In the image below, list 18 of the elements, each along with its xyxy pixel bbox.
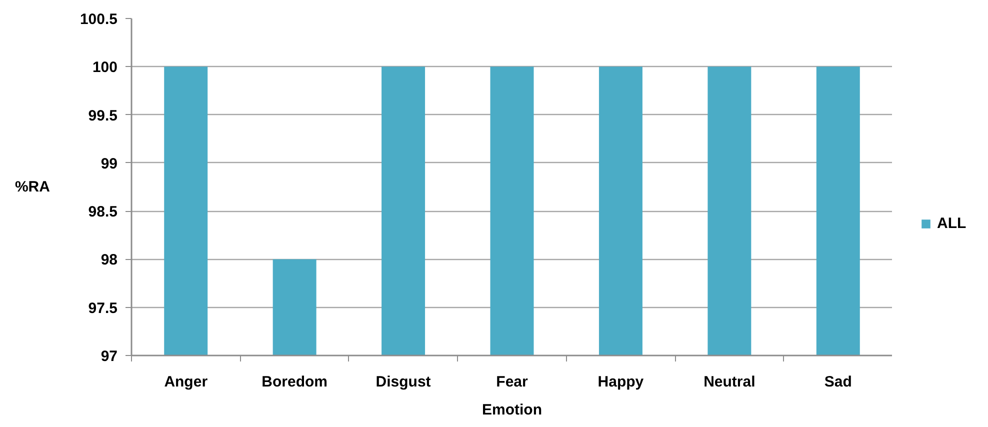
x-tick-label: Neutral [704,374,756,390]
x-tick-label: Fear [496,374,528,390]
x-tick-label: Sad [824,374,852,390]
y-tick-label: 100.5 [80,11,118,28]
y-tick-label: 100 [92,59,118,76]
x-tick-label: Disgust [376,374,431,390]
x-tick-label: Happy [598,374,644,390]
x-tick-label: Anger [164,374,208,390]
legend-label: ALL [937,215,966,232]
y-axis-title: %RA [14,178,50,196]
y-tick-label: 99 [100,155,118,172]
y-tick-label: 98 [100,252,118,269]
x-axis-title: Emotion [482,402,542,418]
y-tick-label: 98.5 [88,204,118,221]
y-tick-label: 99.5 [88,107,118,124]
y-tick-label: 97 [100,348,118,365]
y-tick-label: 97.5 [88,300,118,317]
x-tick-label: Boredom [262,374,328,390]
